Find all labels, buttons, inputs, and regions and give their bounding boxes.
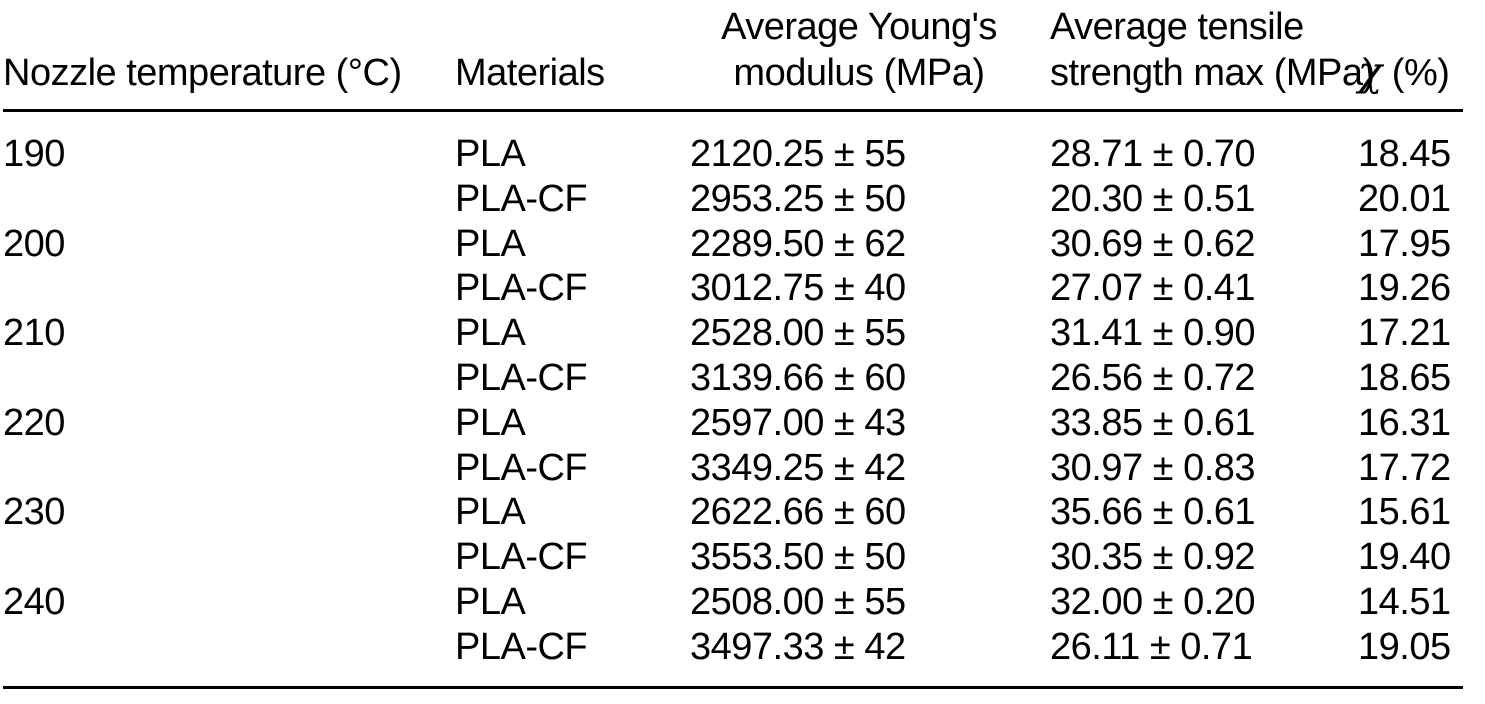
nozzle-temp-cell (3, 625, 455, 687)
crystallinity-cell: 20.01 (1358, 177, 1451, 220)
table-row: PLA-CF 3139.66 ± 60 26.56 ± 0.72 18.65 (3, 356, 1463, 401)
crystallinity-cell: 19.26 (1358, 267, 1451, 310)
material-cell: PLA (455, 222, 526, 265)
youngs-modulus-label-line2: modulus (MPa) (733, 52, 985, 94)
youngs-modulus-cell: 2597.00 ± 43 (690, 401, 906, 444)
nozzle-temp-cell: 220 (3, 401, 65, 444)
nozzle-temp-cell (3, 356, 455, 401)
crystallinity-cell: 15.61 (1358, 491, 1451, 534)
youngs-modulus-cell: 3497.33 ± 42 (690, 625, 906, 668)
nozzle-temp-cell (3, 446, 455, 491)
tensile-strength-cell: 35.66 ± 0.61 (1050, 491, 1256, 534)
table-row: PLA-CF 3553.50 ± 50 30.35 ± 0.92 19.40 (3, 535, 1463, 580)
crystallinity-cell: 19.05 (1358, 625, 1451, 668)
header-row: Nozzle temperature (°C) Materials Averag… (3, 2, 1463, 112)
crystallinity-cell: 17.72 (1358, 446, 1451, 489)
table-row: 210 PLA 2528.00 ± 55 31.41 ± 0.90 17.21 (3, 311, 1463, 356)
crystallinity-cell: 17.21 (1358, 312, 1451, 355)
tensile-strength-cell: 31.41 ± 0.90 (1050, 312, 1256, 355)
crystallinity-cell: 17.95 (1358, 222, 1451, 265)
results-table: Nozzle temperature (°C) Materials Averag… (3, 2, 1463, 689)
nozzle-temp-cell: 230 (3, 491, 65, 534)
crystallinity-cell: 18.45 (1358, 133, 1451, 175)
col-header-materials: Materials (455, 2, 690, 112)
material-cell: PLA-CF (455, 356, 588, 399)
table-row: PLA-CF 3349.25 ± 42 30.97 ± 0.83 17.72 (3, 446, 1463, 491)
youngs-modulus-cell: 3139.66 ± 60 (690, 356, 906, 399)
table-row: PLA-CF 2953.25 ± 50 20.30 ± 0.51 20.01 (3, 177, 1463, 222)
chi-unit: (%) (1381, 52, 1450, 94)
table-row: 230 PLA 2622.66 ± 60 35.66 ± 0.61 15.61 (3, 490, 1463, 535)
youngs-modulus-cell: 2953.25 ± 50 (690, 177, 906, 220)
crystallinity-cell: 14.51 (1358, 580, 1451, 623)
crystallinity-cell: 19.40 (1358, 536, 1451, 579)
table-row: 190 PLA 2120.25 ± 55 28.71 ± 0.70 18.45 (3, 111, 1463, 177)
materials-label: Materials (455, 52, 605, 94)
table-body: 190 PLA 2120.25 ± 55 28.71 ± 0.70 18.45 … (3, 111, 1463, 688)
tensile-strength-cell: 28.71 ± 0.70 (1050, 133, 1256, 175)
nozzle-temp-cell: 210 (3, 312, 65, 355)
tensile-strength-cell: 30.35 ± 0.92 (1050, 536, 1256, 579)
col-header-nozzle-temperature: Nozzle temperature (°C) (3, 2, 455, 112)
youngs-modulus-cell: 2508.00 ± 55 (690, 580, 906, 623)
youngs-modulus-cell: 3349.25 ± 42 (690, 446, 906, 489)
youngs-modulus-cell: 3553.50 ± 50 (690, 536, 906, 579)
tensile-strength-label-line1: Average tensile (1050, 6, 1304, 48)
crystallinity-label: χ (%) (1358, 49, 1463, 96)
youngs-modulus-cell: 2289.50 ± 62 (690, 222, 906, 265)
tensile-strength-cell: 30.97 ± 0.83 (1050, 446, 1256, 489)
nozzle-temp-cell: 240 (3, 580, 65, 623)
tensile-strength-cell: 26.56 ± 0.72 (1050, 356, 1256, 399)
material-cell: PLA-CF (455, 625, 588, 668)
tensile-strength-cell: 30.69 ± 0.62 (1050, 222, 1256, 265)
table-row: 220 PLA 2597.00 ± 43 33.85 ± 0.61 16.31 (3, 401, 1463, 446)
crystallinity-cell: 18.65 (1358, 356, 1451, 399)
nozzle-temp-cell (3, 177, 455, 222)
chi-symbol: χ (1358, 49, 1382, 95)
table-row: 200 PLA 2289.50 ± 62 30.69 ± 0.62 17.95 (3, 222, 1463, 267)
nozzle-temp-cell: 200 (3, 222, 65, 265)
nozzle-temp-cell (3, 535, 455, 580)
youngs-modulus-cell: 2528.00 ± 55 (690, 312, 906, 355)
youngs-modulus-cell: 2622.66 ± 60 (690, 491, 906, 534)
tensile-strength-cell: 26.11 ± 0.71 (1050, 625, 1253, 668)
material-cell: PLA-CF (455, 446, 588, 489)
youngs-modulus-cell: 3012.75 ± 40 (690, 267, 906, 310)
tensile-strength-label-line2: strength max (MPa) (1050, 52, 1375, 94)
crystallinity-cell: 16.31 (1358, 401, 1451, 444)
material-cell: PLA (455, 580, 526, 623)
col-header-tensile-strength: Average tensile strength max (MPa) (1050, 2, 1375, 112)
col-header-youngs-modulus: Average Young's modulus (MPa) (690, 2, 1050, 112)
material-cell: PLA (455, 491, 526, 534)
youngs-modulus-cell: 2120.25 ± 55 (690, 133, 906, 175)
material-cell: PLA-CF (455, 267, 588, 310)
material-cell: PLA (455, 401, 526, 444)
nozzle-temp-cell (3, 266, 455, 311)
youngs-modulus-label-line1: Average Young's (721, 6, 997, 48)
table-row: 240 PLA 2508.00 ± 55 32.00 ± 0.20 14.51 (3, 580, 1463, 625)
col-header-crystallinity: χ (%) (1358, 2, 1463, 112)
tensile-strength-cell: 33.85 ± 0.61 (1050, 401, 1256, 444)
nozzle-temp-cell: 190 (3, 133, 65, 175)
tensile-strength-cell: 32.00 ± 0.20 (1050, 580, 1256, 623)
tensile-strength-cell: 27.07 ± 0.41 (1050, 267, 1256, 310)
table-row: PLA-CF 3497.33 ± 42 26.11 ± 0.71 19.05 (3, 625, 1463, 687)
material-cell: PLA (455, 133, 526, 175)
table-header: Nozzle temperature (°C) Materials Averag… (3, 2, 1463, 112)
tensile-strength-cell: 20.30 ± 0.51 (1050, 177, 1256, 220)
nozzle-temperature-label: Nozzle temperature (°C) (3, 52, 402, 94)
material-cell: PLA-CF (455, 536, 588, 579)
material-cell: PLA-CF (455, 177, 588, 220)
table-row: PLA-CF 3012.75 ± 40 27.07 ± 0.41 19.26 (3, 266, 1463, 311)
material-cell: PLA (455, 312, 526, 355)
